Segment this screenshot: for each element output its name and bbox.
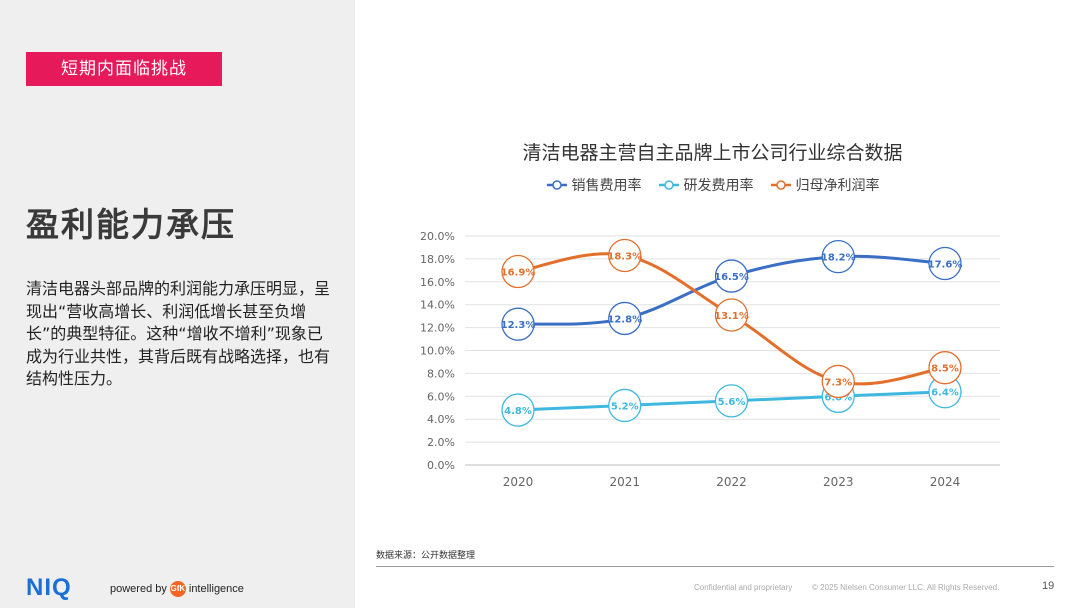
y-tick-label: 18.0% [420,253,455,266]
gfk-logo-icon: GfK [169,581,186,597]
y-tick-label: 12.0% [420,322,455,335]
data-point [714,384,749,418]
data-label: 5.2% [611,401,639,412]
data-label: 16.5% [714,272,749,283]
legend-item-net-margin: 归母净利润率 [770,175,880,195]
section-tag: 短期内面临挑战 [26,52,222,86]
x-tick-label: 2022 [716,475,747,489]
data-point [501,393,535,427]
powered-by-gfk: powered by GfK intelligence [110,581,244,597]
data-point [821,239,855,274]
data-label: 16.9% [501,267,536,278]
legend-item-sales-expense: 销售费用率 [546,175,642,195]
data-label: 18.3% [607,251,642,262]
data-source-note: 数据来源：公开数据整理 [376,551,476,561]
data-point [928,246,962,281]
data-label: 6.4% [931,388,959,399]
x-tick-label: 2020 [503,475,534,489]
legend-line-icon [658,180,679,190]
data-point [501,307,535,341]
y-tick-label: 14.0% [420,299,455,312]
data-label: 12.3% [501,320,536,331]
niq-logo: NIQ [26,574,72,601]
legend-item-rd-expense: 研发费用率 [658,175,754,195]
legend-line-icon [546,180,567,190]
powered-by-text: powered by [110,583,167,595]
body-paragraph: 清洁电器头部品牌的利润能力承压明显，呈现出“营收高增长、利润低增长甚至负增长”的… [26,279,331,388]
x-tick-label: 2023 [823,475,854,489]
data-point [928,351,962,385]
y-tick-label: 4.0% [427,413,455,426]
y-tick-label: 20.0% [420,230,455,243]
legend-label: 归母净利润率 [795,178,880,194]
copyright-note: © 2025 Nielsen Consumer LLC. All Rights … [812,583,1000,592]
legend-label: 销售费用率 [571,178,642,194]
data-label: 8.5% [931,364,959,375]
chart-title: 清洁电器主营自主品牌上市公司行业综合数据 [522,142,903,164]
intelligence-text: intelligence [188,583,244,595]
chart-legend: 销售费用率 研发费用率 归母净利润率 [400,175,1025,195]
data-point [501,254,535,289]
y-tick-label: 16.0% [420,276,455,289]
y-tick-label: 8.0% [427,367,455,380]
footer-divider [376,566,1054,567]
data-label: 13.1% [714,311,749,322]
data-point [608,238,642,273]
confidential-note: Confidential and proprietary [694,583,793,592]
y-tick-label: 6.0% [427,390,455,403]
data-label: 7.3% [824,377,852,388]
data-label: 18.2% [821,253,856,264]
data-point [821,364,855,399]
data-label: 4.8% [504,406,532,417]
data-label: 12.8% [607,314,642,325]
data-label: 5.6% [718,397,746,408]
legend-line-icon [770,180,791,190]
legend-label: 研发费用率 [683,178,754,194]
y-tick-label: 10.0% [420,345,455,358]
data-point [714,259,749,293]
y-tick-label: 2.0% [427,436,455,449]
data-point [608,388,642,423]
page-number: 19 [1042,580,1055,592]
y-tick-label: 0.0% [427,459,455,472]
x-tick-label: 2021 [609,475,640,489]
left-panel: 短期内面临挑战 盈利能力承压 清洁电器头部品牌的利润能力承压明显，呈现出“营收高… [0,0,355,608]
data-point [714,298,749,332]
slide-heading: 盈利能力承压 [26,205,236,244]
data-point [608,301,642,336]
x-tick-label: 2024 [930,475,961,489]
data-label: 17.6% [928,259,963,270]
